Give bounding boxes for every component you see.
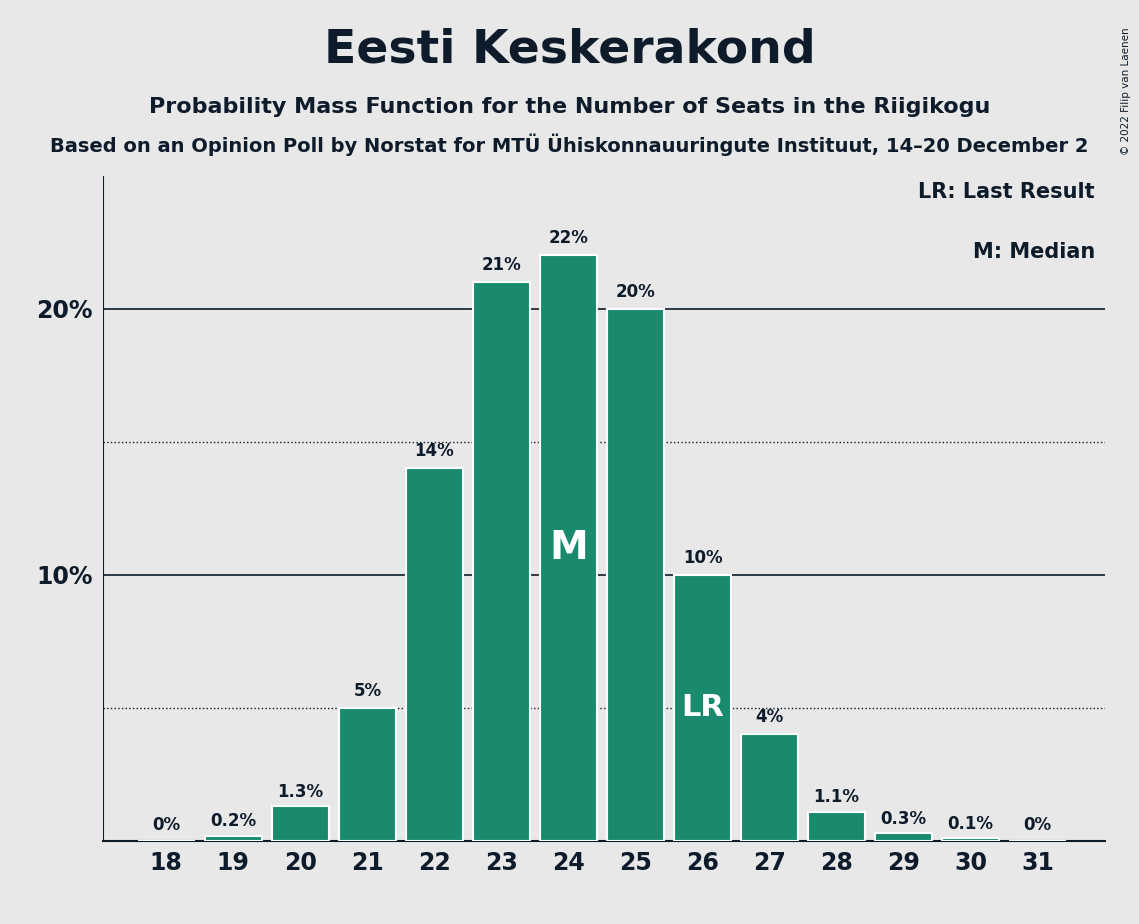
- Text: LR: LR: [681, 693, 724, 723]
- Text: 1.1%: 1.1%: [813, 788, 860, 807]
- Bar: [473, 282, 530, 841]
- Bar: [272, 807, 329, 841]
- Text: 0%: 0%: [153, 816, 180, 834]
- Text: 0%: 0%: [1024, 816, 1051, 834]
- Text: 0.1%: 0.1%: [948, 815, 993, 833]
- Text: © 2022 Filip van Laenen: © 2022 Filip van Laenen: [1121, 28, 1131, 155]
- Text: Based on an Opinion Poll by Norstat for MTÜ Ühiskonnauuringute Instituut, 14–20 : Based on an Opinion Poll by Norstat for …: [50, 134, 1089, 156]
- Bar: [607, 309, 664, 841]
- Text: 14%: 14%: [415, 443, 454, 460]
- Text: 22%: 22%: [549, 229, 589, 248]
- Text: 0.3%: 0.3%: [880, 809, 927, 828]
- Bar: [338, 708, 396, 841]
- Text: 10%: 10%: [682, 549, 722, 566]
- Text: 5%: 5%: [353, 682, 382, 699]
- Text: 21%: 21%: [482, 256, 522, 274]
- Text: Eesti Keskerakond: Eesti Keskerakond: [323, 28, 816, 73]
- Bar: [674, 575, 731, 841]
- Bar: [942, 838, 999, 841]
- Text: Probability Mass Function for the Number of Seats in the Riigikogu: Probability Mass Function for the Number…: [149, 97, 990, 117]
- Bar: [809, 811, 866, 841]
- Text: 1.3%: 1.3%: [277, 783, 323, 801]
- Bar: [405, 468, 462, 841]
- Text: 0.2%: 0.2%: [211, 812, 256, 830]
- Bar: [205, 835, 262, 841]
- Text: M: M: [549, 529, 588, 567]
- Text: 4%: 4%: [755, 709, 784, 726]
- Text: 20%: 20%: [616, 283, 655, 300]
- Text: M: Median: M: Median: [973, 242, 1095, 262]
- Bar: [875, 833, 932, 841]
- Bar: [741, 735, 798, 841]
- Bar: [540, 255, 597, 841]
- Text: LR: Last Result: LR: Last Result: [918, 182, 1095, 202]
